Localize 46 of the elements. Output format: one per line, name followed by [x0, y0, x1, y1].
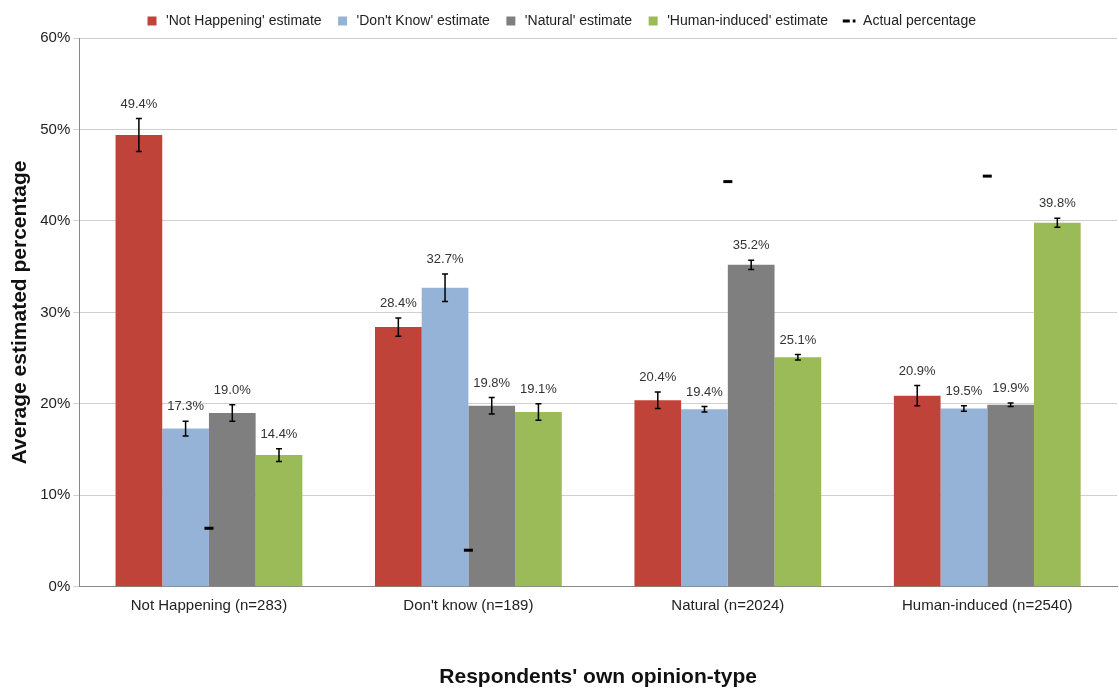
- data-label: 39.8%: [1038, 195, 1077, 211]
- data-label: 49.4%: [120, 95, 158, 111]
- data-label: 20.4%: [639, 369, 677, 385]
- data-label: 28.4%: [379, 294, 418, 310]
- data-label: 25.1%: [779, 331, 817, 347]
- bar: [515, 412, 562, 587]
- y-tick-label: 50%: [40, 119, 71, 137]
- x-tick-label: Not Happening (n=283): [130, 595, 288, 613]
- legend-label: 'Human-induced' estimate: [667, 11, 829, 28]
- data-label: 35.2%: [732, 237, 771, 253]
- data-label: 19.9%: [992, 380, 1030, 396]
- bar: [681, 409, 728, 587]
- bar: [1033, 222, 1081, 587]
- bar: [893, 395, 941, 587]
- data-label: 17.3%: [167, 398, 205, 414]
- bar: [634, 400, 682, 587]
- y-tick-label: 60%: [40, 28, 71, 46]
- data-label: 19.0%: [213, 381, 252, 397]
- data-label: 19.1%: [520, 380, 558, 396]
- y-tick-label: 40%: [40, 211, 71, 229]
- bar: [374, 327, 422, 587]
- x-tick-label: Don't know (n=189): [403, 595, 534, 613]
- y-tick-label: 30%: [40, 302, 71, 320]
- y-tick-label: 10%: [40, 485, 71, 503]
- data-label: 19.5%: [945, 382, 983, 398]
- data-label: 14.4%: [260, 425, 298, 441]
- data-label: 19.4%: [686, 383, 724, 399]
- bar: [421, 287, 469, 587]
- legend-label: Actual percentage: [863, 11, 977, 28]
- bar: [774, 357, 822, 587]
- x-tick-label: Human-induced (n=2540): [902, 595, 1073, 613]
- y-tick-label: 0%: [48, 576, 71, 594]
- data-label: 20.9%: [898, 362, 937, 378]
- bar: [162, 428, 209, 587]
- y-tick-label: 20%: [40, 394, 71, 412]
- bar: [115, 134, 163, 587]
- data-label: 32.7%: [426, 251, 464, 267]
- legend-label: 'Not Happening' estimate: [166, 11, 322, 28]
- data-label: 19.8%: [473, 374, 511, 390]
- x-tick-label: Natural (n=2024): [671, 595, 785, 613]
- bar: [255, 455, 303, 587]
- bar: [940, 408, 988, 587]
- legend-label: 'Natural' estimate: [524, 11, 633, 28]
- x-axis-title: Respondents' own opinion-type: [439, 664, 757, 688]
- legend-label: 'Don't Know' estimate: [356, 11, 491, 28]
- y-axis-title: Average estimated percentage: [7, 160, 31, 465]
